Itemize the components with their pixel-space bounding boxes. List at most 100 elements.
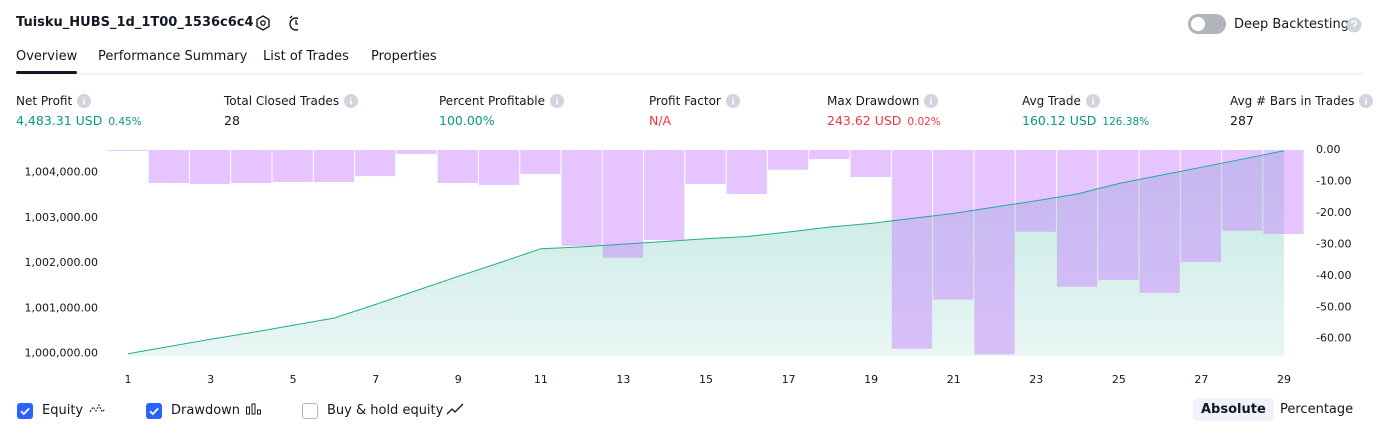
drawdown-bar (644, 150, 685, 240)
y2-tick-label: -10.00 (1316, 174, 1351, 187)
x-tick-label: 21 (947, 373, 961, 386)
metric-name: Avg Trade (1022, 94, 1081, 108)
chart: 1,000,000.00 1,001,000.00 1,002,000.00 1,00… (25, 143, 1352, 386)
tab[interactable]: Performance Summary (98, 49, 248, 64)
drawdown-bar (1098, 150, 1139, 280)
metric-amount: 160.12 USD (1022, 113, 1097, 128)
x-tick-label: 11 (534, 373, 548, 386)
info-icon[interactable] (77, 94, 92, 108)
drawdown-bar (1139, 150, 1180, 293)
metric-percent: 126.38% (1102, 116, 1150, 128)
settings-icon[interactable] (256, 15, 270, 31)
drawdown-bar (520, 150, 561, 174)
legend-icon (446, 402, 468, 422)
drawdown-bar (974, 150, 1015, 355)
legend-label: Equity (42, 403, 84, 418)
legend-label: Buy & hold equity (327, 403, 444, 418)
toggle[interactable] (1188, 14, 1226, 34)
drawdown-bar (231, 150, 272, 184)
metric-amount: 287 (1230, 113, 1254, 128)
drawdown-bar (561, 150, 602, 246)
drawdown-bar (809, 150, 850, 160)
metric-label: Avg # Bars in Trades (1230, 94, 1374, 108)
metric-value: 160.12 USD 126.38% (1022, 113, 1149, 128)
metric-label: Percent Profitable (439, 94, 564, 108)
x-tick-label: 3 (207, 373, 214, 386)
drawdown-bar (107, 150, 148, 151)
drawdown-bar (933, 150, 974, 300)
drawdown-bar (313, 150, 355, 183)
metric-name: Avg # Bars in Trades (1230, 94, 1355, 108)
drawdown-bar (355, 150, 396, 177)
y-tick-label: 1,002,000.00 (25, 256, 98, 269)
legend-icon (89, 402, 111, 422)
x-tick-label: 17 (782, 373, 796, 386)
y-tick-label: 1,004,000.00 (25, 166, 98, 179)
drawdown-bar (767, 150, 809, 170)
y2-tick-label: -30.00 (1316, 237, 1351, 250)
legend-checkbox[interactable] (146, 403, 162, 419)
x-tick-label: 29 (1277, 373, 1291, 386)
drawdown-bar (1180, 150, 1222, 262)
legend-icon (245, 402, 267, 422)
drawdown-bar (685, 150, 726, 184)
active-tab-indicator (16, 71, 77, 74)
metric-value: N/A (649, 113, 671, 128)
metric-amount: 4,483.31 USD (16, 113, 103, 128)
legend-checkbox[interactable] (17, 403, 33, 419)
info-icon[interactable] (1359, 94, 1374, 108)
info-icon[interactable] (1085, 94, 1100, 108)
mode-button[interactable]: Absolute (1193, 398, 1274, 421)
metric-value: 4,483.31 USD 0.45% (16, 113, 142, 128)
title-icons (256, 15, 298, 31)
info-icon[interactable] (344, 94, 359, 108)
drawdown-bar (478, 150, 520, 185)
tab[interactable]: Properties (371, 49, 437, 64)
drawdown-bar (726, 150, 767, 195)
y2-tick-label: -40.00 (1316, 269, 1351, 282)
drawdown-bar (437, 150, 478, 184)
drawdown-bar (1263, 150, 1304, 234)
metric-percent: 0.45% (108, 116, 142, 128)
strategy-title: Tuisku_HUBS_1d_1T00_1536c6c4 (16, 15, 254, 30)
drawdown-bar (850, 150, 891, 178)
tab[interactable]: Overview (16, 49, 78, 64)
drawdown-bar (1222, 150, 1263, 231)
metric-label: Profit Factor (649, 94, 740, 108)
y2-tick-label: -50.00 (1316, 300, 1351, 313)
legend-label: Drawdown (171, 403, 241, 418)
metric-amount: N/A (649, 113, 672, 128)
y2-tick-label: -20.00 (1316, 206, 1351, 219)
equity-line (127, 150, 1285, 355)
metric-name: Max Drawdown (827, 94, 920, 108)
metric-percent: 0.02% (907, 116, 941, 128)
help-icon[interactable] (1346, 17, 1362, 33)
tab[interactable]: List of Trades (263, 49, 349, 64)
metric-amount: 243.62 USD (827, 113, 902, 128)
metric-amount: 100.00% (439, 113, 495, 128)
metric-value: 287 (1230, 113, 1254, 128)
mode-button[interactable]: Percentage (1280, 402, 1354, 417)
info-icon[interactable] (924, 94, 939, 108)
x-tick-label: 27 (1194, 373, 1208, 386)
metric-label: Net Profit (16, 94, 92, 108)
y2-tick-label: 0.00 (1316, 143, 1341, 156)
metric-value: 28 (224, 113, 240, 128)
x-tick-label: 19 (864, 373, 878, 386)
legend-checkbox[interactable] (302, 403, 318, 419)
drawdown-bar (602, 150, 644, 258)
alert-icon[interactable] (289, 17, 298, 31)
drawdown-bar (1015, 150, 1056, 232)
x-tick-label: 23 (1029, 373, 1043, 386)
drawdown-bar (396, 150, 437, 155)
x-tick-label: 1 (125, 373, 132, 386)
x-tick-label: 9 (455, 373, 462, 386)
metric-label: Avg Trade (1022, 94, 1100, 108)
metric-amount: 28 (224, 113, 240, 128)
info-icon[interactable] (549, 94, 564, 108)
tab-divider (16, 73, 1363, 75)
metric-value: 243.62 USD 0.02% (827, 113, 941, 128)
info-icon[interactable] (725, 94, 740, 108)
metric-name: Percent Profitable (439, 94, 545, 108)
